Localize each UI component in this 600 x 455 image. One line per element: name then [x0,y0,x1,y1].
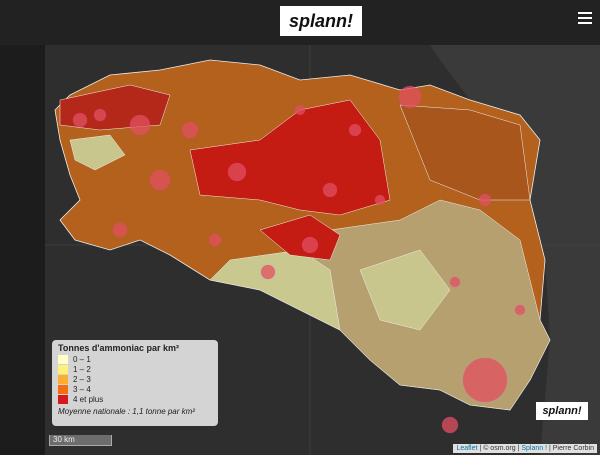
neighbour-land [430,45,600,455]
map-svg [45,45,600,455]
region-high [259,214,341,261]
legend-item: 4 et plus [58,395,212,405]
legend-swatch [58,365,68,375]
attribution-item: Pierre Corbin [552,445,594,452]
emission-circles [72,85,526,434]
legend-note: Moyenne nationale : 1,1 tonne par km² [58,407,195,416]
separator: | [548,445,551,452]
legend-label: 2 – 3 [73,375,91,384]
top-bar: splann! [0,0,600,45]
region-low [359,249,451,331]
legend-label: 3 – 4 [73,385,91,394]
menu-button[interactable] [578,12,592,27]
legend-swatch [58,385,68,395]
logo[interactable]: splann! [280,6,362,36]
separator: | [479,445,482,452]
legend-swatch [58,375,68,385]
separator: | [517,445,520,452]
legend-swatch [58,355,68,365]
legend-swatch [58,395,68,405]
legend-label: 1 – 2 [73,365,91,374]
legend-item: 1 – 2 [58,365,212,375]
legend-label: 0 – 1 [73,355,91,364]
scale-bar: 30 km [49,435,112,446]
region-mid [399,104,531,201]
legend-item: 3 – 4 [58,385,212,395]
legend-item: 0 – 1 [58,355,212,365]
legend-label: 4 et plus [73,395,104,404]
attribution: Leaflet | © osm.org | Splann ! | Pierre … [453,444,597,453]
attribution-item: © osm.org [483,445,516,452]
legend-title: Tonnes d'ammoniac par km² [58,343,179,353]
region-high [189,99,391,216]
attribution-item[interactable]: Splann ! [521,445,548,452]
legend-item: 2 – 3 [58,375,212,385]
attribution-item[interactable]: Leaflet [456,445,478,452]
watermark: splann! [536,402,588,420]
region-low [69,134,126,171]
